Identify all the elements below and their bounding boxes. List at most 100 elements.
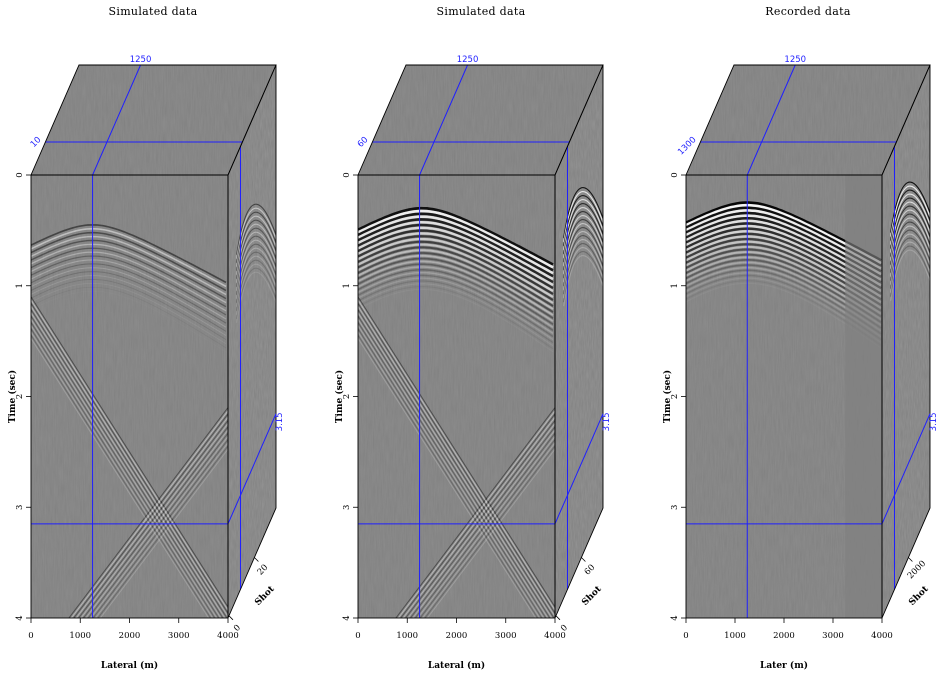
wavefront: [358, 226, 554, 287]
side-wavefront: [563, 191, 603, 243]
slice-lateral-top: [92, 64, 142, 176]
wavefront: [31, 255, 227, 316]
wavefront: [358, 263, 554, 325]
x-tick-label: 1000: [724, 631, 746, 641]
diagonal-event: [412, 429, 555, 618]
side-wavefront: [236, 223, 276, 275]
side-wavefront: [236, 215, 276, 267]
diagonal-event: [358, 338, 537, 618]
slice-lateral-top: [746, 64, 796, 176]
diagonal-event: [31, 334, 212, 618]
diagonal-event: [358, 306, 555, 617]
wavefront: [358, 220, 554, 281]
side-wavefront: [890, 185, 930, 237]
side-wavefront: [563, 207, 603, 259]
side-wavefront: [236, 247, 276, 299]
side-wavefront: [890, 249, 930, 301]
y-tick-label: 3: [342, 505, 352, 510]
wavefront: [358, 240, 554, 301]
wavefront: [358, 252, 554, 313]
slice-time-label: 3.15: [602, 412, 612, 431]
side-wavefront: [236, 271, 276, 323]
side-wavefront: [563, 227, 603, 279]
slice-time-side: [227, 413, 277, 525]
side-wavefront: [890, 241, 930, 293]
top-face-texture: [358, 65, 603, 175]
x-axis-label: Lateral (m): [101, 660, 158, 671]
wavefront: [358, 288, 554, 353]
wavefront: [358, 229, 554, 289]
x-tick-label: 0: [28, 631, 33, 641]
seismic-events: [358, 206, 555, 618]
diagonal-event: [73, 413, 228, 618]
side-wavefront: [890, 229, 930, 281]
x-tick-label: 2000: [119, 631, 141, 641]
side-wavefront: [236, 239, 276, 291]
diagonal-event: [31, 322, 220, 618]
diagonal-event: [31, 296, 228, 608]
shot-axis-label: Shot: [580, 584, 604, 608]
x-tick-label: 3000: [168, 631, 190, 641]
shot-tick-label: 60: [583, 563, 598, 578]
side-wavefront: [890, 181, 930, 233]
side-wavefront: [890, 221, 930, 273]
wavefront: [358, 206, 554, 266]
panel-title: Recorded data: [765, 5, 851, 18]
seismic-events: [686, 175, 882, 618]
side-wavefront: [236, 259, 276, 311]
diagonal-event: [358, 309, 555, 618]
wavefront: [358, 232, 554, 292]
wavefront: [31, 267, 227, 328]
shot-tick-label: 0: [232, 623, 243, 634]
x-tick-label: 3000: [495, 631, 517, 641]
diagonal-event: [31, 312, 226, 618]
slice-time-side: [881, 413, 931, 525]
y-tick-label: 2: [670, 394, 680, 399]
wavefront: [31, 224, 227, 284]
side-wavefront: [563, 243, 603, 295]
slice-lateral-top: [419, 64, 469, 176]
side-wavefront: [890, 213, 930, 265]
shot-axis-label: Shot: [907, 584, 931, 608]
side-wavefront: [563, 195, 603, 247]
diagonal-event: [358, 302, 555, 614]
wavefront: [358, 269, 554, 332]
x-tick-label: 2000: [446, 631, 468, 641]
side-wavefront: [890, 225, 930, 277]
diagonal-event: [31, 306, 228, 617]
wavefront: [358, 218, 554, 278]
diagonal-event: [31, 338, 210, 618]
diagonal-event: [31, 302, 228, 614]
shot-tick-label: 2000: [906, 559, 928, 581]
side-wavefront: [890, 201, 930, 253]
top-face-texture: [686, 65, 930, 175]
wavefront: [31, 251, 227, 312]
x-tick-label: 4000: [544, 631, 566, 641]
diagonal-event: [31, 325, 218, 618]
diagonal-event: [417, 436, 555, 618]
side-wavefront: [890, 237, 930, 289]
diagonal-event: [31, 328, 216, 618]
wavefront: [31, 271, 227, 332]
diagonal-event: [419, 439, 555, 618]
diagonal-event: [404, 420, 555, 618]
x-tick-label: 1000: [396, 631, 418, 641]
side-wavefront: [236, 251, 276, 303]
slice-shot-label: 10: [29, 135, 44, 150]
shot-tick-label: 0: [559, 623, 570, 634]
side-wavefront: [563, 199, 603, 251]
diagonal-event: [397, 410, 555, 618]
x-tick-label: 4000: [217, 631, 239, 641]
diagonal-event: [68, 407, 228, 618]
wavefront: [31, 263, 227, 324]
x-axis-label: Lateral (m): [428, 660, 485, 671]
wavefront: [358, 246, 554, 307]
wavefront: [358, 283, 554, 347]
y-axis-label: Time (sec): [334, 370, 345, 423]
shot-tick-mark: [228, 615, 234, 621]
y-tick-label: 4: [15, 615, 25, 620]
y-tick-label: 3: [670, 505, 680, 510]
side-wavefront: [890, 233, 930, 285]
shot-tick-mark: [555, 615, 561, 621]
